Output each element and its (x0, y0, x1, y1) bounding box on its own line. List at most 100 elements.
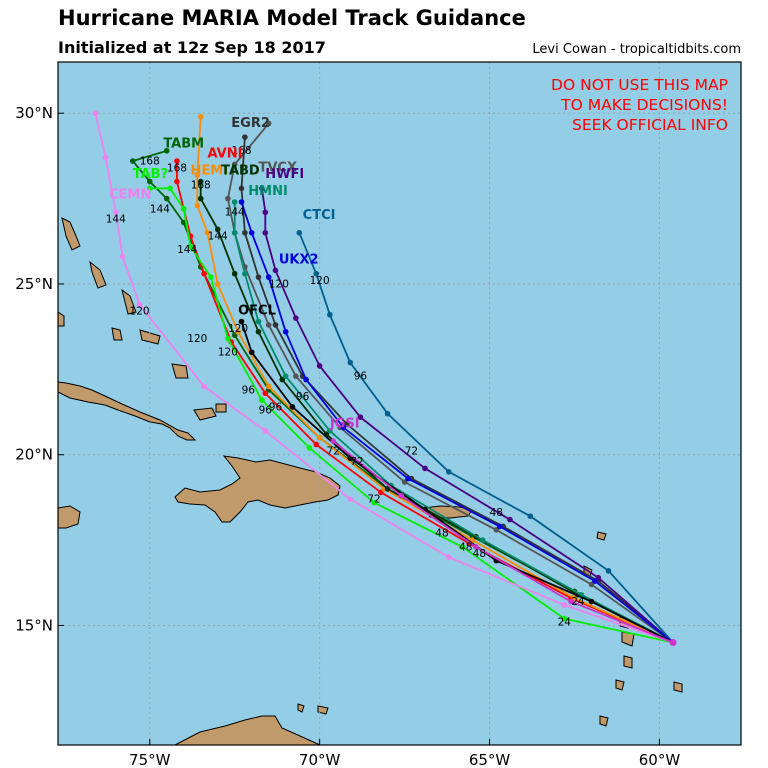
track-point (316, 363, 323, 369)
barbados-island (673, 681, 683, 693)
bahamas-island (121, 288, 137, 315)
track-point (262, 229, 269, 236)
track-point (265, 322, 272, 328)
track-point (136, 301, 143, 308)
track-point (194, 171, 201, 178)
track-point (242, 270, 248, 277)
track-point (272, 267, 279, 274)
track-line-tvcx (226, 122, 674, 644)
model-label: OFCL (238, 304, 276, 319)
forecast-hour-labels: 168 168 168 144 168 144 144 120 144 120 96 72 120 120… (106, 145, 585, 628)
model-label: AVNI (208, 147, 243, 162)
track-point (405, 475, 411, 482)
hour-label: 72 (367, 494, 380, 506)
bahamas-island (89, 260, 107, 289)
track-point (255, 328, 262, 335)
track-point (347, 359, 354, 366)
cuba-land (58, 381, 197, 441)
hour-label: 48 (459, 541, 472, 553)
map-subtitle: Initialized at 12z Sep 18 2017 (58, 38, 326, 57)
lesser-antilles-island (615, 679, 625, 691)
track-point (340, 424, 347, 431)
track-point (306, 445, 313, 451)
hour-label: 120 (218, 347, 238, 359)
track-point (225, 195, 231, 202)
map-title: Hurricane MARIA Model Track Guidance (58, 6, 526, 30)
track-point (204, 229, 211, 236)
track-point (163, 147, 170, 154)
hour-label: 96 (259, 405, 273, 417)
track-point (473, 544, 479, 550)
track-point (265, 383, 272, 390)
bahamas-island (61, 217, 81, 251)
track-point (493, 527, 500, 533)
hour-label: 120 (228, 323, 248, 335)
bahamas-island (58, 311, 65, 327)
model-label: JGSI (329, 416, 360, 431)
track-point (242, 229, 248, 236)
hour-label: 96 (269, 401, 283, 413)
track-point (201, 383, 207, 390)
warning-line-3: SEEK OFFICIAL INFO (572, 116, 728, 134)
track-point (561, 602, 568, 608)
track-point (330, 438, 337, 444)
hour-label: 144 (106, 214, 126, 226)
lat-tick-label: 15°N (15, 616, 53, 634)
track-point (255, 274, 262, 280)
track-point (112, 209, 119, 216)
track-point (344, 421, 350, 427)
turks-island (215, 403, 227, 413)
track-point (293, 315, 299, 321)
track-point (167, 185, 173, 192)
aruba-island (297, 703, 305, 713)
track-point (401, 479, 408, 485)
hour-label: 144 (150, 203, 170, 215)
track-point (303, 376, 309, 383)
model-label: UKX2 (279, 252, 319, 267)
warning-line-2: TO MAKE DECISIONS! (560, 96, 728, 114)
hour-label: 72 (350, 456, 363, 468)
track-point (422, 465, 428, 472)
track-point (398, 492, 404, 499)
track-point (214, 226, 221, 233)
track-point (561, 615, 568, 622)
hour-label: 120 (269, 278, 289, 290)
track-point (259, 185, 265, 192)
track-point (238, 199, 245, 205)
hour-label: 24 (571, 596, 585, 608)
track-point (174, 158, 180, 164)
track-point (163, 195, 170, 202)
hour-label: 168 (231, 145, 251, 157)
warning-line-1: DO NOT USE THIS MAP (551, 76, 728, 94)
track-point (197, 113, 204, 120)
credit-text: Levi Cowan - tropicaltidbits.com (532, 42, 741, 57)
track-point (262, 428, 269, 434)
hour-label: 72 (327, 446, 340, 458)
track-point (595, 574, 602, 581)
hour-label: 120 (310, 275, 330, 287)
lesser-antilles-island (596, 531, 607, 541)
track-point (231, 332, 238, 339)
track-point (459, 544, 466, 550)
track-point (571, 595, 578, 601)
lat-tick-label: 30°N (15, 104, 53, 122)
track-point (214, 281, 221, 287)
track-point (588, 581, 595, 588)
track-point (235, 328, 241, 335)
track-point (197, 195, 204, 202)
hour-label: 168 (140, 155, 160, 167)
track-point (262, 390, 269, 397)
track-point (102, 154, 109, 161)
track-point (265, 274, 272, 280)
track-point (289, 404, 296, 410)
track-point (197, 178, 204, 185)
track-line-hemi (196, 116, 674, 644)
hour-label: 120 (187, 333, 207, 345)
track-point (225, 335, 231, 342)
model-label: HMNI (248, 184, 288, 199)
track-point (119, 253, 126, 260)
track-point (371, 499, 377, 506)
lat-tick-label: 20°N (15, 446, 53, 464)
curacao-island (317, 705, 329, 715)
